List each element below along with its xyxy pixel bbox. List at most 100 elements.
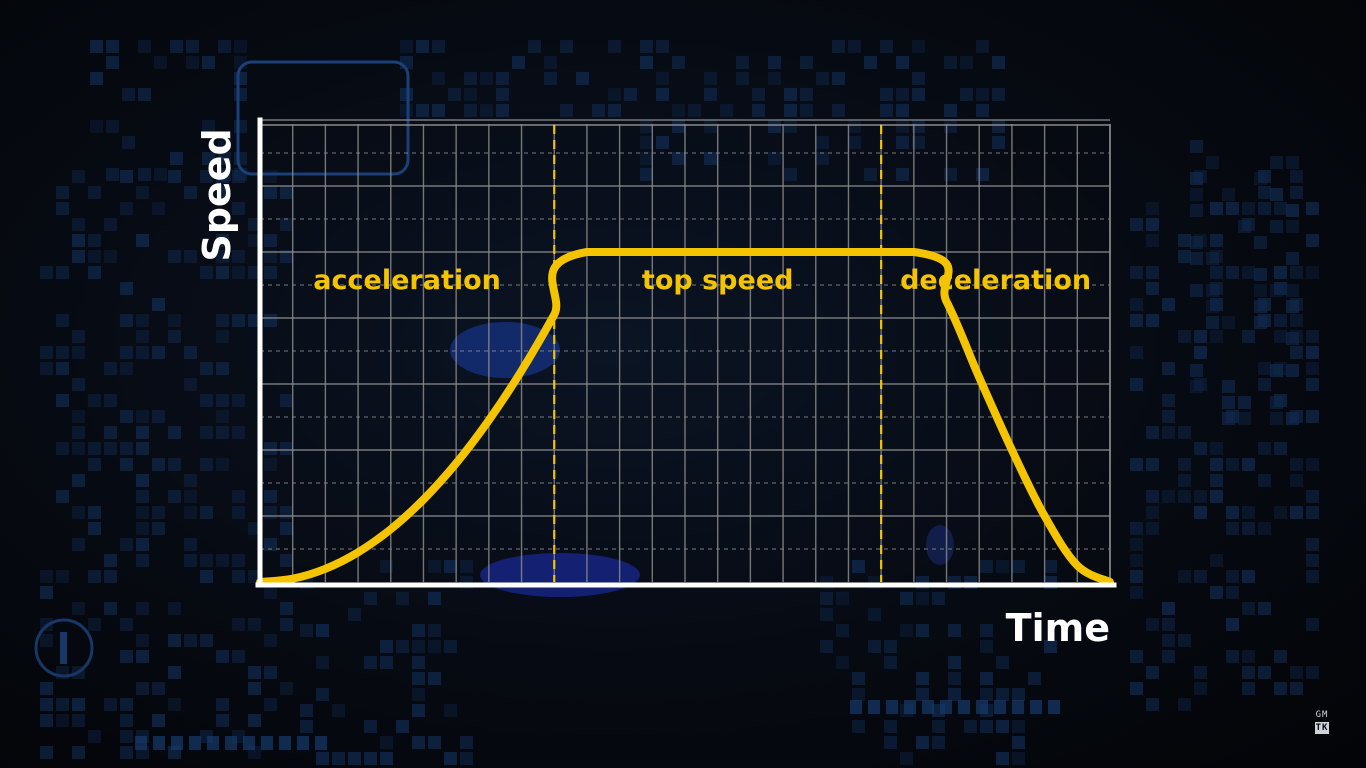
background-tile	[1146, 426, 1159, 439]
background-tile	[820, 608, 833, 621]
background-tile	[1130, 650, 1143, 663]
background-tile	[248, 714, 261, 727]
background-tile	[170, 152, 183, 165]
background-spike-tile	[225, 736, 237, 750]
background-tile	[980, 624, 993, 637]
background-tile	[1130, 218, 1143, 231]
background-tile	[400, 40, 413, 53]
background-tile	[784, 120, 797, 133]
background-tile	[996, 688, 1009, 701]
background-tile	[88, 570, 101, 583]
background-tile	[640, 40, 653, 53]
background-tile	[1146, 314, 1159, 327]
background-tile	[848, 40, 861, 53]
background-tile	[996, 720, 1009, 733]
background-tile	[200, 266, 213, 279]
background-tile	[248, 618, 261, 631]
background-tile	[136, 442, 149, 455]
background-tile	[138, 88, 151, 101]
background-tile	[1286, 364, 1299, 377]
channel-watermark: GM TK	[1311, 709, 1333, 734]
background-tile	[152, 410, 165, 423]
background-tile	[216, 314, 229, 327]
background-tile	[576, 72, 589, 85]
background-tile	[608, 40, 621, 53]
background-tile	[168, 250, 181, 263]
background-tile	[280, 250, 293, 263]
background-tile	[1242, 202, 1255, 215]
background-tile	[1194, 442, 1207, 455]
background-tile	[40, 746, 53, 759]
background-tile	[944, 120, 957, 133]
background-tile	[1130, 378, 1143, 391]
background-cloud-outline	[236, 60, 410, 176]
background-tile	[784, 88, 797, 101]
background-tile	[72, 746, 85, 759]
background-tile	[1306, 618, 1319, 631]
background-tile	[120, 346, 133, 359]
background-tile	[864, 56, 877, 69]
background-tile	[1162, 394, 1175, 407]
background-tile	[1130, 266, 1143, 279]
background-tile	[996, 560, 1009, 573]
background-tile	[104, 698, 117, 711]
background-tiles	[40, 40, 1319, 765]
background-tile	[1270, 188, 1283, 201]
background-tile	[216, 266, 229, 279]
background-tile	[136, 506, 149, 519]
background-tile	[56, 362, 69, 375]
background-spike-tile	[886, 700, 898, 714]
background-tile	[120, 618, 133, 631]
background-tile	[232, 554, 245, 567]
background-tile	[200, 506, 213, 519]
background-tile	[264, 186, 277, 199]
background-tile	[280, 522, 293, 535]
background-tile	[216, 394, 229, 407]
background-tile	[120, 698, 133, 711]
background-tile	[122, 136, 135, 149]
background-tile	[416, 40, 429, 53]
background-tile	[1190, 204, 1203, 217]
background-tile	[980, 720, 993, 733]
background-tile	[280, 554, 293, 567]
background-tile	[136, 554, 149, 567]
background-tile	[884, 736, 897, 749]
background-tile	[704, 72, 717, 85]
background-tile	[832, 72, 845, 85]
background-tile	[216, 410, 229, 423]
background-tile	[1162, 298, 1175, 311]
background-tile	[280, 218, 293, 231]
background-tile	[72, 474, 85, 487]
background-tile	[300, 624, 313, 637]
background-tile	[1210, 474, 1223, 487]
background-tile	[784, 104, 797, 117]
background-tile	[1226, 586, 1239, 599]
background-tile	[1226, 458, 1239, 471]
background-tile	[496, 88, 509, 101]
background-tile	[816, 136, 829, 149]
background-tile	[316, 752, 329, 765]
background-tile	[106, 40, 119, 53]
speed-curve	[256, 248, 1114, 586]
background-tile	[1286, 204, 1299, 217]
background-tile	[1190, 188, 1203, 201]
background-tile	[1162, 602, 1175, 615]
background-tile	[412, 688, 425, 701]
background-tile	[202, 56, 215, 69]
background-tile	[916, 672, 929, 685]
background-spike-tile	[958, 700, 970, 714]
background-tile	[232, 506, 245, 519]
background-tile	[1206, 284, 1219, 297]
background-tile	[1162, 426, 1175, 439]
background-tile	[1254, 236, 1267, 249]
background-tile	[980, 688, 993, 701]
background-tile	[154, 56, 167, 69]
background-tile	[428, 640, 441, 653]
background-tile	[120, 442, 133, 455]
background-tile	[40, 362, 53, 375]
background-tile	[232, 570, 245, 583]
background-tile	[380, 560, 393, 573]
background-tile	[40, 714, 53, 727]
background-tile	[704, 152, 717, 165]
background-tile	[464, 88, 477, 101]
